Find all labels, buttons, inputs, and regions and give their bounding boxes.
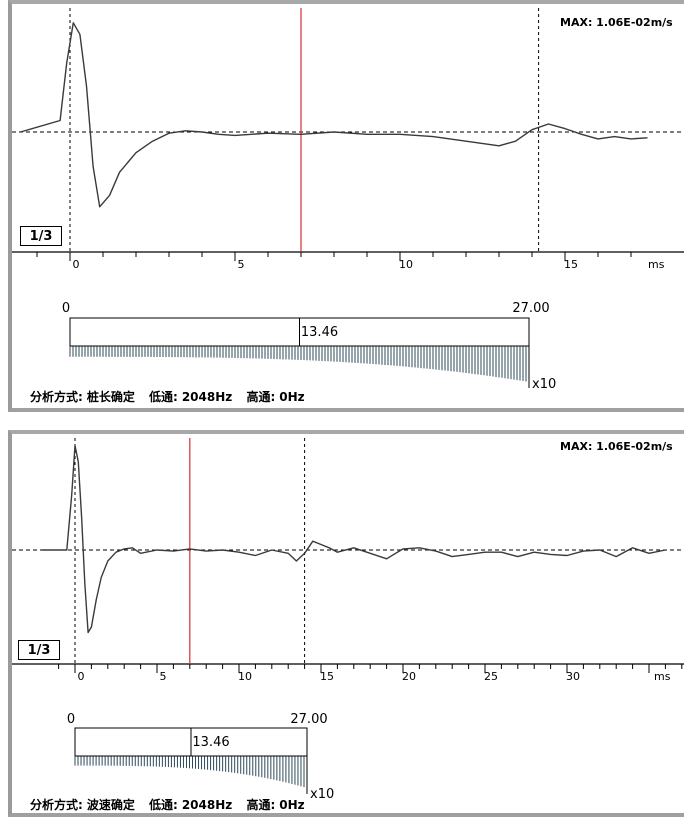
scale-unit-label: x10 [310,787,334,802]
max-amplitude-label: MAX: 1.06E-02m/s [560,16,673,29]
x-tick-label: 5 [238,258,245,271]
scale-start-label: 0 [67,712,75,727]
x-tick-label: 10 [399,258,413,271]
mode-value: 桩长确定 [86,390,135,404]
x-tick-label: 0 [78,670,85,683]
lowpass-label: 低通: [149,390,178,404]
waveform-line [20,22,648,208]
highpass-label: 高通: [246,798,276,812]
scale-end-label: 27.00 [290,712,327,727]
x-tick-label: 10 [238,670,252,683]
x-tick-label: 25 [484,670,498,683]
footer-info: 分析方式: 桩长确定 低通: 2048Hz 高通: 0Hz [30,388,309,405]
lowpass-value: 2048Hz [181,798,233,812]
lowpass-label: 低通: [149,798,178,812]
x-unit-label: ms [654,670,671,683]
lowpass-value: 2048Hz [181,390,233,404]
highpass-value: 0Hz [279,390,305,404]
x-tick-label: 15 [564,258,578,271]
x-tick-label: 5 [160,670,167,683]
x-tick-label: 30 [566,670,580,683]
footer-info: 分析方式: 波速确定 低通: 2048Hz 高通: 0Hz [30,796,309,813]
x-tick-label: 20 [402,670,416,683]
max-amplitude-label: MAX: 1.06E-02m/s [560,440,673,453]
ratio-box[interactable]: 1/3 [18,640,60,660]
x-tick-label: 15 [320,670,334,683]
scale-mid-label: 13.46 [301,325,338,340]
waveform-chart-1: 0 5 10 15 0 27.00 13.46 x10 [12,8,684,392]
highpass-value: 0Hz [279,798,305,812]
scale-mid-label: 13.46 [192,735,229,750]
mode-value: 波速确定 [86,798,135,812]
waveform-line [42,444,666,634]
ratio-box[interactable]: 1/3 [20,226,62,246]
waveform-panel-1: 0 5 10 15 0 27.00 13.46 x10 MAX: 1.06E-02m/s 1/… [8,0,684,412]
waveform-chart-2: 0 5 10 15 20 25 30 0 27.00 13.46 x10 [12,438,684,802]
scale-start-label: 0 [62,301,70,316]
mode-label: 分析方式: [30,390,83,404]
scale-unit-label: x10 [532,377,556,392]
mode-label: 分析方式: [30,798,83,812]
highpass-label: 高通: [246,390,276,404]
x-tick-label: 0 [73,258,80,271]
waveform-panel-2: 0 5 10 15 20 25 30 0 27.00 13.46 x10 MAX: 1.06E-02… [8,430,684,817]
x-unit-label: ms [648,258,665,271]
scale-end-label: 27.00 [512,301,549,316]
